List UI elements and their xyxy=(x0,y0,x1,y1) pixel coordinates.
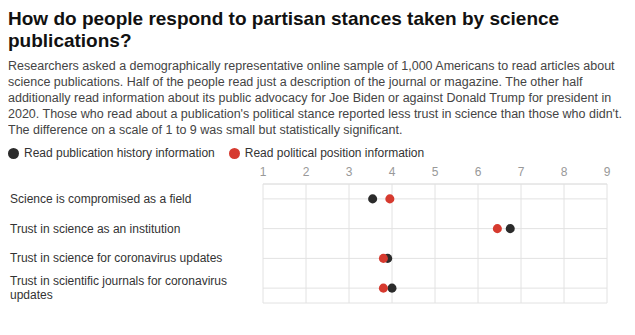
svg-text:4: 4 xyxy=(389,165,396,179)
svg-text:2: 2 xyxy=(303,165,310,179)
svg-text:6: 6 xyxy=(475,165,482,179)
svg-text:Science is compromised as a fi: Science is compromised as a field xyxy=(10,192,191,206)
html-text:How do people respond to parti: How do people respond to partisan stance… xyxy=(8,8,560,51)
svg-text:1: 1 xyxy=(260,165,267,179)
svg-text:Trust in science for coronavir: Trust in science for coronavirus updates xyxy=(10,251,222,265)
html-text:Read political position inform: Read political position information xyxy=(244,146,425,160)
svg-text:Trust in science as an institu: Trust in science as an institution xyxy=(10,222,180,236)
svg-text:5: 5 xyxy=(432,165,439,179)
svg-text:Trust in scientific journals f: Trust in scientific journals for coronav… xyxy=(10,274,227,302)
html-text:Read publication history infor: Read publication history information xyxy=(24,146,215,160)
svg-text:3: 3 xyxy=(346,165,353,179)
svg-text:8: 8 xyxy=(561,165,568,179)
svg-text:7: 7 xyxy=(518,165,525,179)
html-text:Researchers asked a demographi: Researchers asked a demographically repr… xyxy=(8,59,622,137)
svg-text:9: 9 xyxy=(604,165,611,179)
